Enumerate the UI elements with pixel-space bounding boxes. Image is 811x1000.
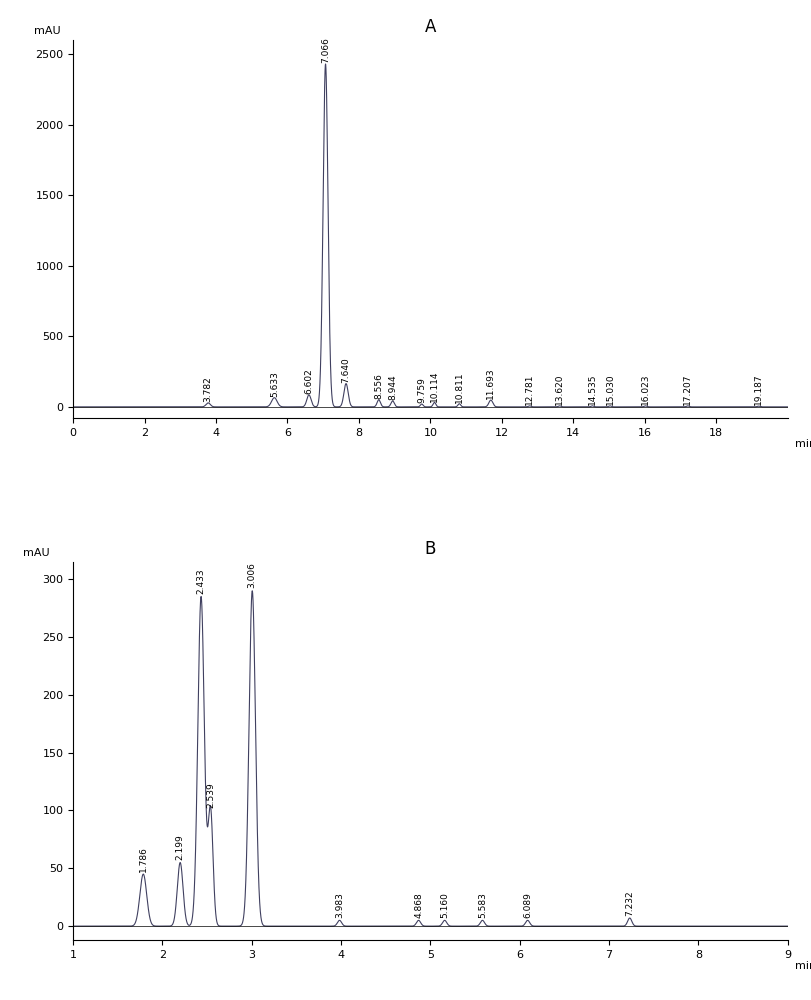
Text: 3.983: 3.983 [335, 892, 344, 918]
Text: 10.114: 10.114 [429, 370, 439, 402]
Text: 16.023: 16.023 [640, 374, 650, 405]
Text: 5.160: 5.160 [440, 892, 448, 918]
Text: 6.602: 6.602 [304, 368, 313, 394]
Text: 17.207: 17.207 [683, 374, 692, 405]
Text: 5.633: 5.633 [269, 371, 278, 397]
Text: mAU: mAU [23, 548, 49, 558]
Text: 11.693: 11.693 [486, 368, 495, 399]
Text: 2.199: 2.199 [175, 834, 184, 860]
Text: 2.539: 2.539 [206, 782, 215, 808]
Text: 12.781: 12.781 [525, 374, 534, 405]
Text: 7.066: 7.066 [320, 37, 329, 63]
Text: 3.782: 3.782 [204, 376, 212, 402]
Text: 1.786: 1.786 [139, 846, 148, 872]
Title: B: B [424, 540, 436, 558]
Text: min: min [794, 439, 811, 449]
Text: mAU: mAU [34, 26, 60, 36]
Text: 10.811: 10.811 [454, 371, 463, 403]
Text: 7.232: 7.232 [624, 890, 633, 916]
Text: min: min [794, 961, 811, 971]
Title: A: A [424, 18, 436, 36]
Text: 9.759: 9.759 [417, 377, 426, 403]
Text: 19.187: 19.187 [753, 374, 762, 405]
Text: 7.640: 7.640 [341, 357, 350, 383]
Text: 8.556: 8.556 [374, 373, 383, 399]
Text: 15.030: 15.030 [605, 374, 614, 405]
Text: 14.535: 14.535 [587, 374, 596, 405]
Text: 6.089: 6.089 [522, 892, 531, 918]
Text: 2.433: 2.433 [196, 569, 205, 594]
Text: 4.868: 4.868 [414, 892, 423, 918]
Text: 8.944: 8.944 [388, 375, 397, 400]
Text: 3.006: 3.006 [247, 563, 256, 588]
Text: 13.620: 13.620 [555, 374, 564, 405]
Text: 5.583: 5.583 [478, 892, 487, 918]
